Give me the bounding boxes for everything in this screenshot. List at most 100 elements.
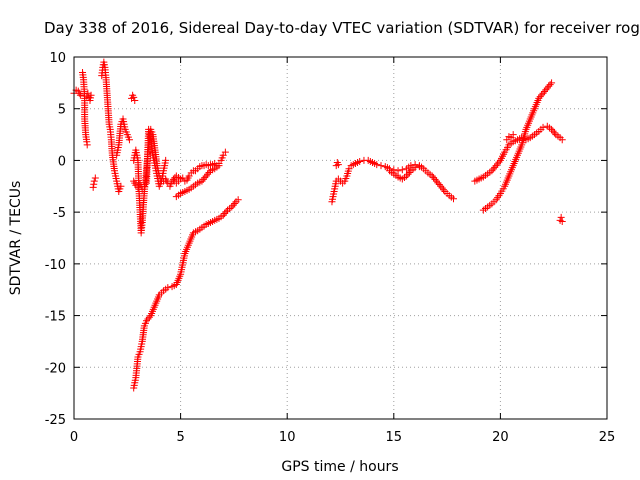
- x-axis-title: GPS time / hours: [281, 459, 398, 475]
- data-point: [411, 164, 419, 172]
- data-point: [494, 160, 502, 168]
- y-tick-label: 0: [58, 154, 66, 169]
- data-point: [83, 141, 91, 149]
- data-point: [548, 125, 556, 133]
- data-point: [334, 161, 342, 169]
- plot-frame: [73, 56, 608, 420]
- data-point: [430, 174, 438, 182]
- data-point: [219, 211, 227, 219]
- data-point: [231, 200, 239, 208]
- series-arc-m: [328, 156, 457, 206]
- y-tick-label: -15: [45, 310, 66, 325]
- series-arc-r: [503, 131, 517, 144]
- data-point: [434, 179, 442, 187]
- data-point: [205, 168, 213, 176]
- data-point: [229, 201, 237, 209]
- data-point: [449, 195, 457, 203]
- y-tick-label: -10: [45, 258, 66, 273]
- series-arc-e: [98, 58, 125, 195]
- data-point: [542, 86, 550, 94]
- data-point: [234, 196, 242, 204]
- data-point: [204, 170, 212, 178]
- data-point: [438, 184, 446, 192]
- data-point: [548, 79, 556, 87]
- data-point: [437, 182, 445, 190]
- series-arc-b: [79, 69, 91, 149]
- data-point: [169, 175, 177, 183]
- series-arc-n: [332, 158, 342, 170]
- data-point: [144, 315, 152, 323]
- y-tick-label: 5: [58, 103, 66, 118]
- grid: [74, 57, 607, 419]
- data-point: [545, 82, 553, 90]
- x-tick-label: 20: [492, 430, 509, 445]
- data-point: [215, 162, 223, 170]
- data-point: [491, 163, 499, 171]
- data-point: [558, 217, 566, 225]
- chart-title: Day 338 of 2016, Sidereal Day-to-day VTE…: [44, 19, 640, 37]
- series-arc-p: [471, 122, 566, 185]
- data-point: [536, 93, 544, 101]
- y-axis-title: SDTVAR / TECUs: [8, 181, 24, 296]
- series-arc-k: [172, 162, 223, 201]
- data-point: [488, 167, 496, 175]
- data-point: [145, 313, 153, 321]
- data-point: [495, 158, 503, 166]
- data-point: [435, 181, 443, 189]
- data-point: [432, 177, 440, 185]
- data-point: [540, 87, 548, 95]
- series-arc-d: [89, 174, 99, 191]
- series-arc-q: [479, 79, 556, 214]
- data-point: [431, 175, 439, 183]
- data-point: [543, 84, 551, 92]
- series-arc-f: [113, 115, 133, 159]
- y-tick-label: -20: [45, 361, 66, 376]
- data-point: [91, 174, 99, 182]
- data-point: [489, 165, 497, 173]
- series-arc-l: [130, 196, 242, 392]
- data-point: [199, 175, 207, 183]
- data-point: [164, 284, 172, 292]
- data-point: [538, 91, 546, 99]
- x-tick-label: 0: [70, 430, 78, 445]
- data-point: [87, 91, 95, 99]
- data-point: [221, 148, 229, 156]
- data-point: [550, 129, 558, 137]
- series-arc-a: [70, 86, 84, 99]
- data-point: [492, 162, 500, 170]
- axis-ticks: 0 5 10 15 20 25 -25 -20 -15 -10 -5 0 5 10: [45, 51, 616, 445]
- data-point: [403, 172, 411, 180]
- data-point: [89, 183, 97, 191]
- series-arc-i: [130, 125, 170, 193]
- data-point: [198, 177, 206, 185]
- data-point: [202, 172, 210, 180]
- data-point: [377, 162, 385, 170]
- data-point: [130, 93, 138, 101]
- x-tick-label: 10: [279, 430, 296, 445]
- data-point: [440, 186, 448, 194]
- data-point: [373, 161, 381, 169]
- data-point: [405, 168, 413, 176]
- data-point: [90, 177, 98, 185]
- x-tick-label: 25: [599, 430, 616, 445]
- data-point: [404, 170, 412, 178]
- data-point: [539, 89, 547, 97]
- data-point: [539, 123, 547, 131]
- data-point: [535, 94, 543, 102]
- data-point: [415, 163, 423, 171]
- data-point: [90, 180, 98, 188]
- data-point: [428, 172, 436, 180]
- y-tick-label: -25: [45, 413, 66, 428]
- x-tick-label: 5: [176, 430, 184, 445]
- data-point: [125, 136, 133, 144]
- series-arc-c: [83, 89, 95, 104]
- series-arc-s: [556, 213, 566, 225]
- data-point: [557, 213, 565, 221]
- data-point: [222, 208, 230, 216]
- data-point: [76, 91, 84, 99]
- data-point: [558, 136, 566, 144]
- data-point: [201, 174, 209, 182]
- data-point: [117, 182, 125, 190]
- data-point: [546, 81, 554, 89]
